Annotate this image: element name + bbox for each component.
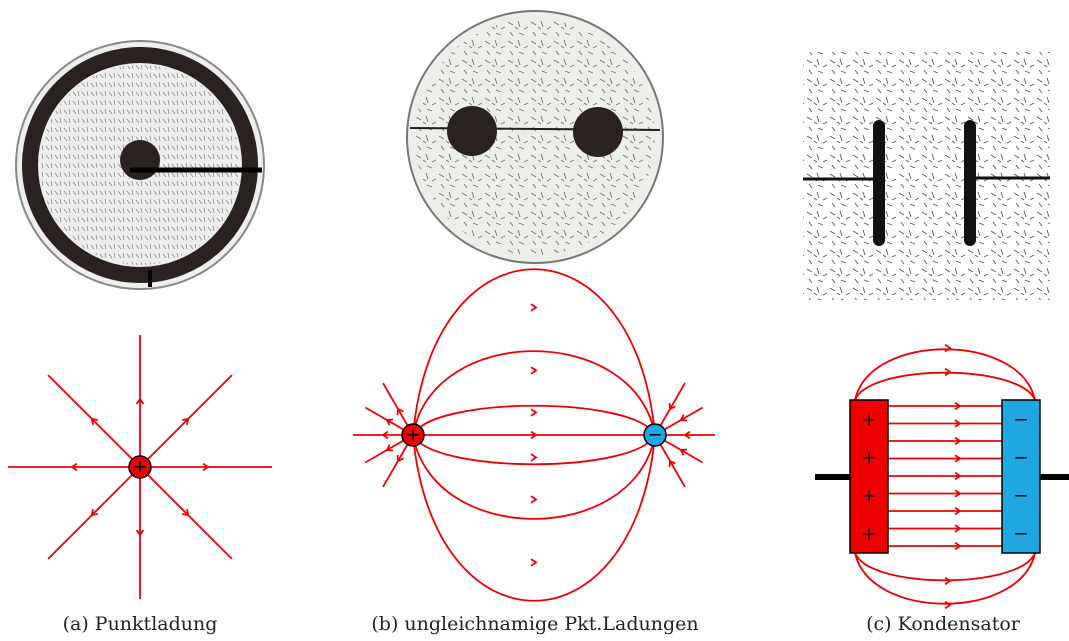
field-line [48,467,140,559]
field-line [140,375,232,467]
plate-sign: − [1013,524,1028,545]
caption: (c) Kondensator [866,613,1021,635]
field-line [945,345,950,352]
field-line [531,304,536,311]
field-line [531,409,536,416]
plate-sign: + [861,524,876,545]
plate-sign: + [861,486,876,507]
plate-sign: − [1013,410,1028,431]
charge-sign: + [405,425,420,446]
field-line [413,351,655,435]
plate-sign: + [861,448,876,469]
field-line [531,559,536,566]
charge-sign: − [647,425,662,446]
plate-sign: − [1013,448,1028,469]
field-line [531,367,536,374]
photo-capacitor [803,52,1050,300]
field-line [48,375,140,467]
plate-sign: − [1013,486,1028,507]
caption: (a) Punktladung [63,613,218,635]
field-line [531,496,536,503]
caption: (b) ungleichnamige Pkt.Ladungen [371,613,698,635]
field-line [413,435,655,519]
plate-sign: + [861,410,876,431]
field-line [140,467,232,559]
photo-point-charge [16,41,264,289]
field-line [855,553,1035,580]
photo-two-charges [407,11,663,263]
field-line [945,602,950,609]
field-line [531,454,536,461]
figure: + + − + + + + − − − − (a) Punktladung (b) ungleich… [0,0,1069,641]
field-line [855,373,1035,400]
charge-sign: + [132,457,147,478]
